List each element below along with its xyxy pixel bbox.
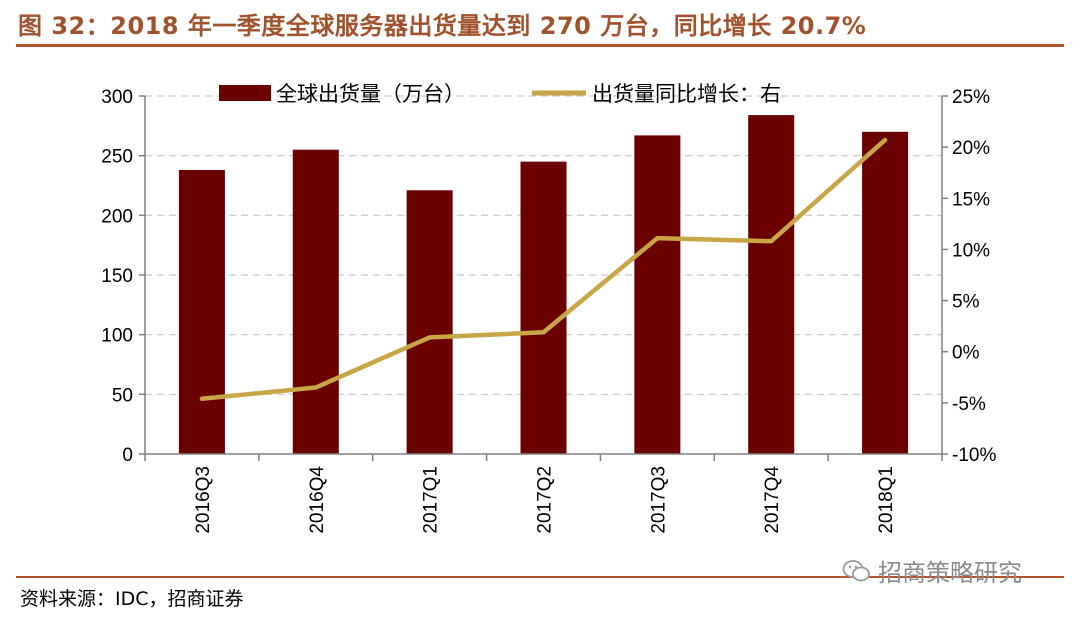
- y-left-tick-label: 200: [101, 206, 133, 227]
- y-right-tick-label: 15%: [952, 189, 990, 210]
- x-category-label: 2017Q3: [648, 466, 669, 534]
- watermark: 招商策略研究: [842, 553, 1022, 588]
- line-series: [199, 137, 888, 402]
- bar: [292, 149, 339, 454]
- y-right-tick-label: 5%: [952, 292, 980, 313]
- y-left-tick-label: 50: [112, 385, 133, 406]
- footer-divider: [16, 576, 1064, 578]
- y-right-tick-label: -10%: [952, 445, 996, 466]
- y-right-tick-label: 25%: [952, 87, 990, 108]
- title-divider: [16, 44, 1064, 47]
- x-category-label: 2017Q1: [421, 466, 442, 534]
- y-axis-right-ticks: -10% -5% 0% 5% 10% 15% 20% 25%: [942, 87, 996, 466]
- wechat-icon: [842, 559, 870, 581]
- x-category-label: 2016Q3: [193, 466, 214, 534]
- x-category-label: 2017Q2: [535, 466, 556, 534]
- bar: [406, 190, 453, 455]
- bar: [178, 169, 225, 454]
- bar: [520, 161, 567, 454]
- x-category-label: 2018Q1: [876, 466, 897, 534]
- legend: 全球出货量（万台） 出货量同比增长：右: [219, 82, 781, 106]
- source-note: 资料来源：IDC，招商证券: [20, 588, 244, 610]
- y-right-tick-label: -5%: [952, 394, 986, 415]
- y-right-tick-label: 0%: [952, 343, 980, 364]
- legend-bar-swatch: [219, 85, 271, 101]
- x-category-label: 2016Q4: [307, 466, 328, 534]
- x-category-label: 2017Q4: [762, 466, 783, 534]
- x-axis-categories: 2016Q3 2016Q4 2017Q1 2017Q2 2017Q3 2017Q4 2018…: [193, 466, 897, 534]
- y-right-tick-label: 20%: [952, 138, 990, 159]
- watermark-text: 招商策略研究: [878, 559, 1022, 587]
- bar: [862, 131, 909, 455]
- y-left-tick-label: 150: [101, 266, 133, 287]
- chart: 0 50 100 150 200 250 300 -10% -5% 0% 5% 10% 15% 20% 2…: [101, 82, 996, 534]
- legend-line-label: 出货量同比增长：右: [592, 82, 781, 106]
- y-left-tick-label: 100: [101, 326, 133, 347]
- y-left-tick-label: 250: [101, 147, 133, 168]
- y-left-tick-label: 300: [101, 87, 133, 108]
- legend-bar-label: 全球出货量（万台）: [276, 82, 465, 106]
- bar: [634, 135, 681, 454]
- y-left-tick-label: 0: [122, 445, 133, 466]
- chart-title: 图 32：2018 年一季度全球服务器出货量达到 270 万台，同比增长 20.…: [18, 12, 867, 40]
- bar-series: [178, 115, 909, 455]
- y-right-tick-label: 10%: [952, 240, 990, 261]
- bar: [748, 115, 795, 455]
- y-axis-left-ticks: 0 50 100 150 200 250 300: [101, 87, 145, 466]
